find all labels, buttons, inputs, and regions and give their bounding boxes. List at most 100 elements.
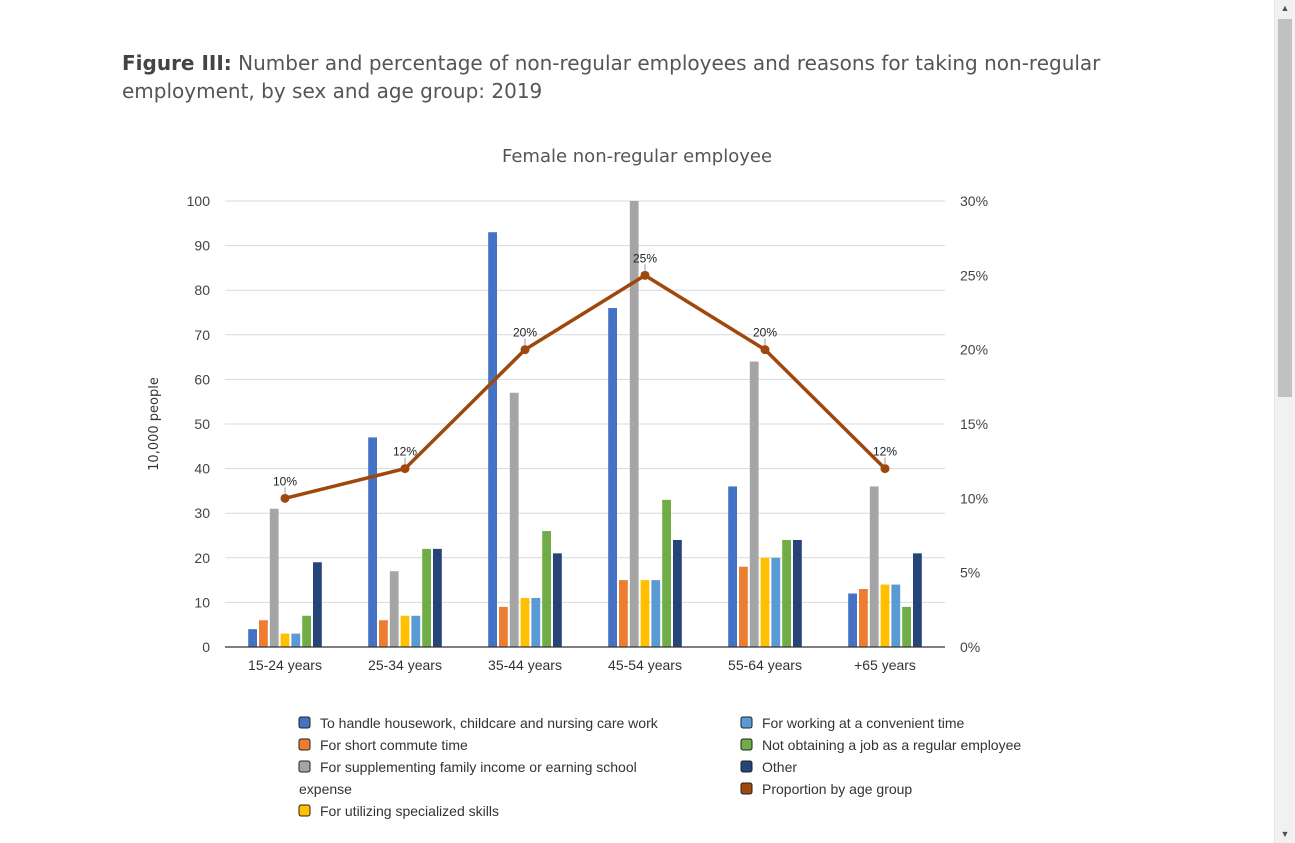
bar: [291, 633, 301, 647]
y-tick-label: 70: [194, 327, 210, 343]
y-tick-label: 60: [194, 371, 210, 387]
data-label: 20%: [513, 326, 537, 340]
bar: [673, 539, 682, 647]
bar: [400, 615, 410, 647]
x-tick-label: 45-54 years: [608, 657, 682, 673]
bar: [302, 615, 311, 647]
bar: [248, 629, 257, 647]
legend-label: Not obtaining a job as a regular employe…: [762, 737, 1021, 753]
x-tick-label: 35-44 years: [488, 657, 562, 673]
y-axis-ticks: 0 10 20 30 40 50 60 70 80 90 100: [187, 193, 211, 655]
bar: [771, 557, 781, 647]
legend-swatch: [740, 782, 753, 795]
bar: [509, 392, 519, 647]
legend-label: For working at a convenient time: [762, 715, 965, 731]
y-tick-label: 0: [202, 639, 210, 655]
legend-label: Other: [762, 759, 797, 775]
y2-tick-label: 30%: [960, 193, 988, 209]
y-tick-label: 30: [194, 505, 210, 521]
legend-swatch: [740, 716, 753, 729]
bar: [760, 557, 770, 647]
x-tick-label: 55-64 years: [728, 657, 802, 673]
legend-item[interactable]: For utilizing specialized skills: [298, 803, 499, 819]
bar: [662, 499, 671, 647]
legend-label: Proportion by age group: [762, 781, 912, 797]
bar: [869, 486, 879, 647]
legend: To handle housework, childcare and nursi…: [298, 715, 1021, 819]
figure-title: Figure III: Number and percentage of non…: [122, 49, 1122, 105]
figure-title-text: Number and percentage of non-regular emp…: [122, 51, 1101, 103]
y-axis-label: 10,000 people: [147, 377, 162, 471]
bar: [488, 232, 497, 647]
triangle-down-icon[interactable]: ▼: [1280, 829, 1290, 839]
legend-label: For supplementing family income or earni…: [320, 759, 637, 775]
data-label: 12%: [393, 445, 417, 459]
bar: [739, 566, 748, 647]
y-tick-label: 40: [194, 461, 210, 477]
legend-item[interactable]: Not obtaining a job as a regular employe…: [740, 737, 1021, 753]
legend-item[interactable]: Other: [740, 759, 797, 775]
proportion-line-path: [284, 273, 887, 501]
bar: [848, 593, 857, 647]
bar: [608, 308, 617, 647]
y2-tick-label: 25%: [960, 267, 988, 283]
triangle-up-icon[interactable]: ▲: [1280, 3, 1290, 13]
legend-swatch: [740, 760, 753, 773]
bar: [651, 580, 661, 647]
y-tick-label: 10: [194, 594, 210, 610]
x-tick-label: 15-24 years: [248, 657, 322, 673]
data-label: 12%: [873, 445, 897, 459]
legend-swatch: [298, 738, 311, 751]
proportion-line: 10% 12% 20% 25% 20% 12%: [273, 251, 897, 503]
legend-label: To handle housework, childcare and nursi…: [320, 715, 659, 731]
y-tick-label: 100: [187, 193, 211, 209]
bar: [499, 606, 508, 647]
bar: [520, 597, 530, 647]
legend-item[interactable]: To handle housework, childcare and nursi…: [298, 715, 659, 731]
bar: [902, 606, 911, 647]
bar: [433, 548, 442, 647]
line-point: [400, 464, 410, 474]
bar: [411, 615, 421, 647]
y2-tick-label: 20%: [960, 342, 988, 358]
y2-axis-ticks: 0% 5% 10% 15% 20% 25% 30%: [960, 193, 988, 655]
legend-item[interactable]: For working at a convenient time: [740, 715, 965, 731]
legend-label-continued: expense: [299, 781, 352, 797]
y2-tick-label: 15%: [960, 416, 988, 432]
y-tick-label: 20: [194, 550, 210, 566]
chart-title: Female non-regular employee: [502, 146, 772, 167]
bar: [389, 571, 399, 647]
bar: [259, 620, 268, 647]
bar: [859, 589, 868, 647]
line-point: [520, 345, 530, 355]
bar: [891, 584, 901, 647]
bar: [880, 584, 890, 647]
bar: [280, 633, 290, 647]
legend-swatch: [740, 738, 753, 751]
line-point: [280, 493, 290, 503]
bar: [728, 486, 737, 647]
legend-swatch: [298, 760, 311, 773]
vertical-scrollbar[interactable]: ▲ ▼: [1274, 0, 1295, 843]
y-tick-label: 50: [194, 416, 210, 432]
data-label: 25%: [633, 251, 657, 265]
data-label: 20%: [753, 326, 777, 340]
legend-item[interactable]: For supplementing family income or earni…: [298, 759, 637, 797]
scrollbar-thumb[interactable]: [1278, 19, 1292, 397]
x-tick-label: +65 years: [854, 657, 916, 673]
bar: [542, 531, 551, 647]
bar: [269, 508, 279, 647]
bar: [913, 553, 922, 647]
legend-item[interactable]: Proportion by age group: [740, 781, 912, 797]
bar: [782, 539, 791, 647]
legend-item[interactable]: For short commute time: [298, 737, 468, 753]
bar: [379, 620, 388, 647]
bar: [531, 597, 541, 647]
legend-swatch: [298, 716, 311, 729]
data-label: 10%: [273, 474, 297, 488]
bar: [640, 580, 650, 647]
y2-tick-label: 10%: [960, 490, 988, 506]
bar: [553, 553, 562, 647]
